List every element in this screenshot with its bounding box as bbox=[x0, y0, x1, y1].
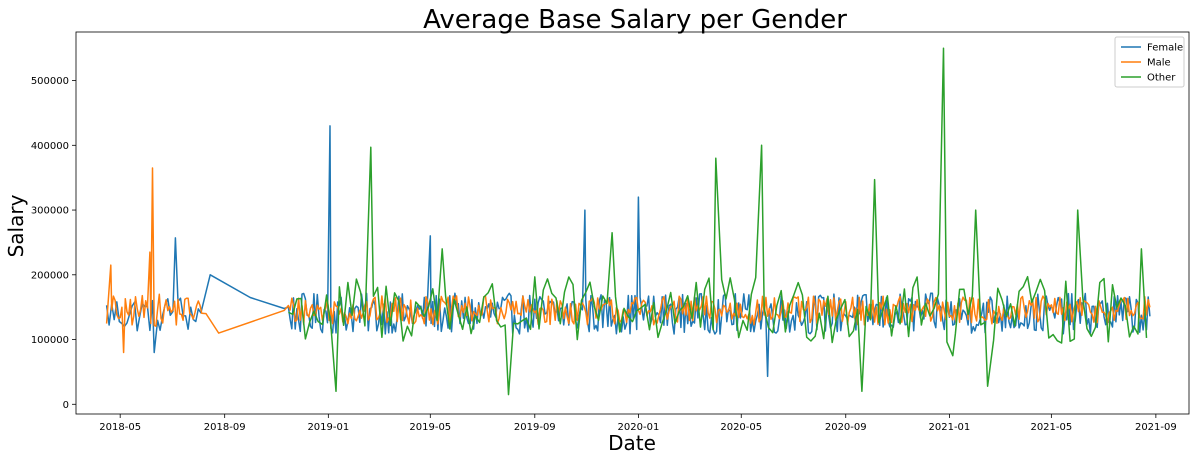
series-line-other bbox=[288, 47, 1148, 396]
x-tick-label: 2020-01 bbox=[618, 422, 660, 433]
y-axis: 0 100000 200000 300000 400000 500000 bbox=[31, 76, 76, 411]
x-tick-label: 2019-01 bbox=[307, 422, 349, 433]
series-line-male bbox=[105, 167, 1151, 354]
y-tick-label: 100000 bbox=[31, 335, 69, 346]
legend-label-female: Female bbox=[1147, 43, 1183, 54]
plot-area bbox=[105, 47, 1151, 396]
x-tick-label: 2021-09 bbox=[1135, 422, 1177, 433]
y-tick-label: 0 bbox=[63, 400, 69, 411]
y-tick-label: 500000 bbox=[31, 76, 69, 87]
x-tick-label: 2019-09 bbox=[514, 422, 556, 433]
x-tick-label: 2021-01 bbox=[929, 422, 971, 433]
legend-box bbox=[1114, 36, 1185, 88]
legend-label-male: Male bbox=[1147, 58, 1171, 69]
chart-title: Average Base Salary per Gender bbox=[423, 5, 847, 35]
x-tick-label: 2018-09 bbox=[204, 422, 246, 433]
x-tick-label: 2019-05 bbox=[409, 422, 451, 433]
x-tick-label: 2020-09 bbox=[825, 422, 867, 433]
x-tick-label: 2021-05 bbox=[1030, 422, 1072, 433]
y-tick-label: 200000 bbox=[31, 270, 69, 281]
x-axis: 2018-05 2018-09 2019-01 2019-05 2019-09 2020-… bbox=[99, 414, 1177, 433]
plot-frame bbox=[75, 31, 1190, 415]
x-axis-label: Date bbox=[608, 431, 656, 455]
legend: Female Male Other bbox=[1114, 36, 1185, 88]
y-axis-label: Salary bbox=[4, 194, 28, 257]
x-tick-label: 2020-05 bbox=[720, 422, 762, 433]
y-tick-label: 400000 bbox=[31, 141, 69, 152]
x-tick-label: 2018-05 bbox=[99, 422, 141, 433]
legend-label-other: Other bbox=[1147, 73, 1176, 84]
y-tick-label: 300000 bbox=[31, 206, 69, 217]
